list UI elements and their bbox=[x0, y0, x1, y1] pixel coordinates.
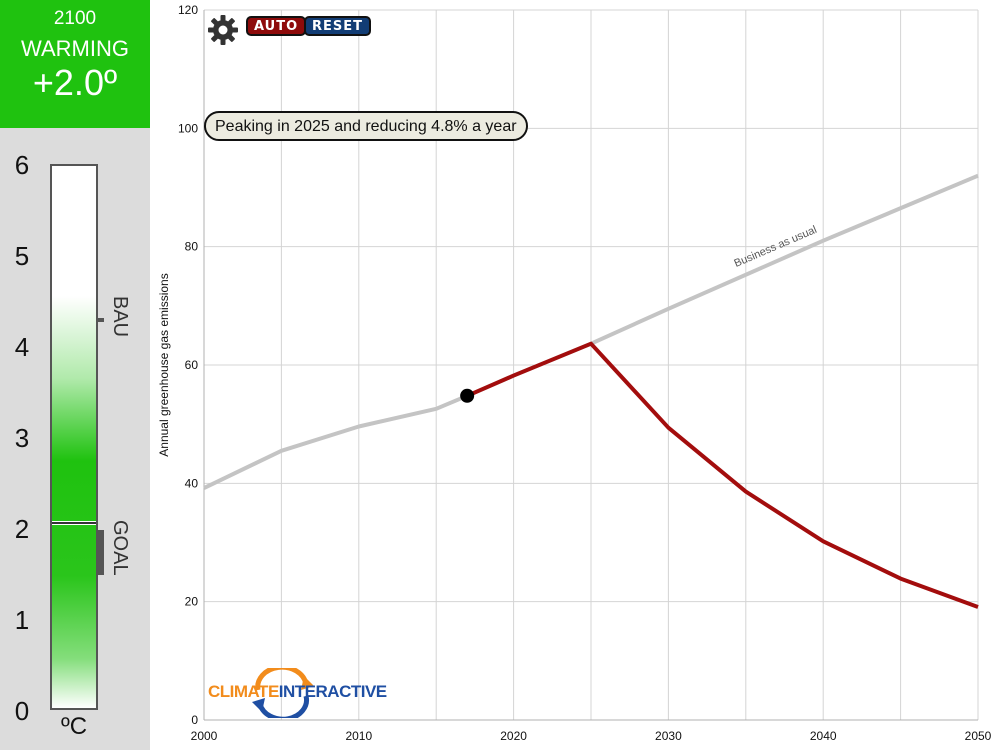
scale-tick-label: 0 bbox=[14, 696, 30, 726]
chart-series bbox=[203, 173, 979, 609]
warming-readout: 2100 WARMING +2.0º bbox=[0, 0, 150, 128]
thermometer-level-line bbox=[52, 520, 96, 525]
logo-wordmark: CLIMATEINTERACTIVE bbox=[208, 682, 387, 702]
y-tick-label: 40 bbox=[185, 476, 199, 490]
bau-marker-label: BAU bbox=[109, 296, 131, 338]
reset-button[interactable]: RESET bbox=[304, 16, 372, 36]
x-tick-label: 2010 bbox=[345, 729, 372, 743]
warming-label: WARMING bbox=[21, 36, 129, 61]
temperature-unit: ºC bbox=[60, 713, 88, 740]
logo-text-interactive: INTERACTIVE bbox=[278, 682, 387, 701]
bau-marker-tick bbox=[98, 318, 104, 322]
goal-marker-bar bbox=[98, 530, 104, 575]
scenario-description: Peaking in 2025 and reducing 4.8% a year bbox=[204, 111, 528, 141]
warming-sidebar: 2100 WARMING +2.0º 6 5 4 3 2 1 0 ºC BAU … bbox=[0, 0, 150, 750]
y-tick-label: 80 bbox=[185, 240, 199, 254]
y-axis-label: Annual greenhouse gas emissions bbox=[157, 273, 171, 456]
thermometer-bar bbox=[50, 164, 98, 710]
x-tick-label: 2000 bbox=[191, 729, 218, 743]
logo-arrows-icon bbox=[252, 668, 314, 718]
scale-tick-label: 3 bbox=[14, 423, 30, 453]
warming-year: 2100 bbox=[53, 8, 97, 29]
scale-tick-label: 4 bbox=[14, 332, 30, 362]
current-year-point bbox=[460, 388, 475, 403]
x-tick-label: 2030 bbox=[655, 729, 682, 743]
auto-button[interactable]: AUTO bbox=[246, 16, 307, 36]
warming-value: +2.0º bbox=[32, 62, 118, 103]
climate-interactive-logo: CLIMATEINTERACTIVE bbox=[208, 668, 387, 718]
y-tick-label: 100 bbox=[178, 121, 198, 135]
goal-marker-label: GOAL bbox=[109, 520, 131, 576]
y-tick-label: 0 bbox=[191, 713, 198, 727]
scale-tick-label: 5 bbox=[14, 241, 30, 271]
y-tick-label: 20 bbox=[185, 595, 199, 609]
x-tick-label: 2050 bbox=[965, 729, 992, 743]
scale-tick-label: 2 bbox=[14, 514, 30, 544]
scale-tick-label: 1 bbox=[14, 605, 30, 635]
logo-text-climate: CLIMATE bbox=[208, 682, 279, 701]
scale-tick-label: 6 bbox=[14, 150, 30, 180]
x-tick-label: 2040 bbox=[810, 729, 837, 743]
settings-gear-icon[interactable] bbox=[207, 14, 239, 46]
scenario-series-line bbox=[466, 341, 979, 609]
x-tick-label: 2020 bbox=[500, 729, 527, 743]
thermometer-fill bbox=[52, 296, 96, 708]
y-tick-label: 60 bbox=[185, 358, 199, 372]
y-tick-label: 120 bbox=[178, 3, 198, 17]
